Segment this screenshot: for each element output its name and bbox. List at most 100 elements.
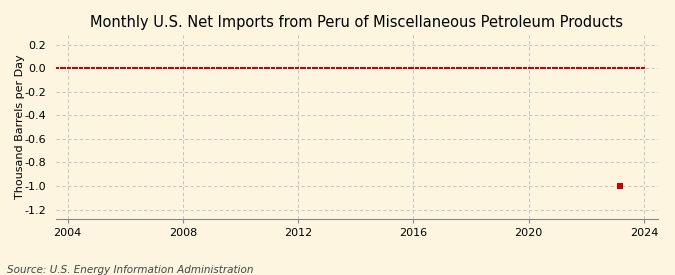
Point xyxy=(271,66,282,70)
Point xyxy=(57,66,68,70)
Point xyxy=(514,66,524,70)
Point xyxy=(110,66,121,70)
Point xyxy=(408,66,419,70)
Point xyxy=(461,66,472,70)
Point xyxy=(113,66,124,70)
Point xyxy=(278,66,289,70)
Point xyxy=(213,66,224,70)
Point xyxy=(353,66,364,70)
Point xyxy=(247,66,258,70)
Point xyxy=(401,66,412,70)
Point xyxy=(219,66,230,70)
Point xyxy=(211,66,222,70)
Point xyxy=(204,66,215,70)
Point xyxy=(134,66,145,70)
Point xyxy=(45,66,56,70)
Point xyxy=(348,66,359,70)
Point xyxy=(225,66,236,70)
Point xyxy=(103,66,114,70)
Point xyxy=(333,66,344,70)
Point xyxy=(238,66,248,70)
Point xyxy=(535,66,546,70)
Point xyxy=(120,66,131,70)
Point xyxy=(475,66,486,70)
Y-axis label: Thousand Barrels per Day: Thousand Barrels per Day xyxy=(15,55,25,199)
Point xyxy=(346,66,356,70)
Point xyxy=(331,66,342,70)
Point xyxy=(478,66,489,70)
Point xyxy=(533,66,543,70)
Point xyxy=(256,66,267,70)
Point xyxy=(454,66,464,70)
Point xyxy=(53,66,63,70)
Point xyxy=(545,66,556,70)
Point xyxy=(165,66,176,70)
Point xyxy=(420,66,431,70)
Point xyxy=(122,66,133,70)
Point xyxy=(99,66,109,70)
Point xyxy=(410,66,421,70)
Point xyxy=(552,66,563,70)
Point xyxy=(631,66,642,70)
Point xyxy=(235,66,246,70)
Point xyxy=(284,66,294,70)
Point xyxy=(79,66,90,70)
Point xyxy=(509,66,520,70)
Point xyxy=(437,66,448,70)
Point xyxy=(595,66,606,70)
Point xyxy=(588,66,599,70)
Point xyxy=(185,66,196,70)
Point xyxy=(245,66,256,70)
Point xyxy=(406,66,416,70)
Point xyxy=(516,66,527,70)
Point xyxy=(608,66,618,70)
Point xyxy=(586,66,597,70)
Point xyxy=(91,66,102,70)
Point xyxy=(288,66,299,70)
Point xyxy=(132,66,142,70)
Point xyxy=(310,66,321,70)
Point xyxy=(384,66,395,70)
Point xyxy=(415,66,426,70)
Point xyxy=(163,66,174,70)
Point xyxy=(94,66,105,70)
Point xyxy=(269,66,279,70)
Point xyxy=(370,66,381,70)
Point xyxy=(74,66,85,70)
Point xyxy=(626,66,637,70)
Point xyxy=(137,66,148,70)
Point xyxy=(518,66,529,70)
Point xyxy=(290,66,301,70)
Point xyxy=(48,66,59,70)
Point xyxy=(273,66,284,70)
Point xyxy=(242,66,253,70)
Point xyxy=(379,66,390,70)
Point xyxy=(538,66,549,70)
Point xyxy=(262,66,273,70)
Point xyxy=(329,66,340,70)
Point xyxy=(154,66,165,70)
Point xyxy=(489,66,500,70)
Point xyxy=(452,66,462,70)
Point xyxy=(591,66,601,70)
Point xyxy=(526,66,537,70)
Point xyxy=(554,66,565,70)
Point xyxy=(634,66,645,70)
Point xyxy=(581,66,592,70)
Point xyxy=(168,66,179,70)
Point xyxy=(358,66,369,70)
Point xyxy=(60,66,71,70)
Point xyxy=(435,66,446,70)
Point xyxy=(36,66,47,70)
Point xyxy=(144,66,155,70)
Point xyxy=(148,66,159,70)
Point xyxy=(190,66,200,70)
Point xyxy=(603,66,614,70)
Point xyxy=(207,66,217,70)
Point xyxy=(504,66,515,70)
Point xyxy=(523,66,534,70)
Point xyxy=(521,66,532,70)
Point xyxy=(240,66,251,70)
Point xyxy=(639,66,649,70)
Point xyxy=(117,66,128,70)
